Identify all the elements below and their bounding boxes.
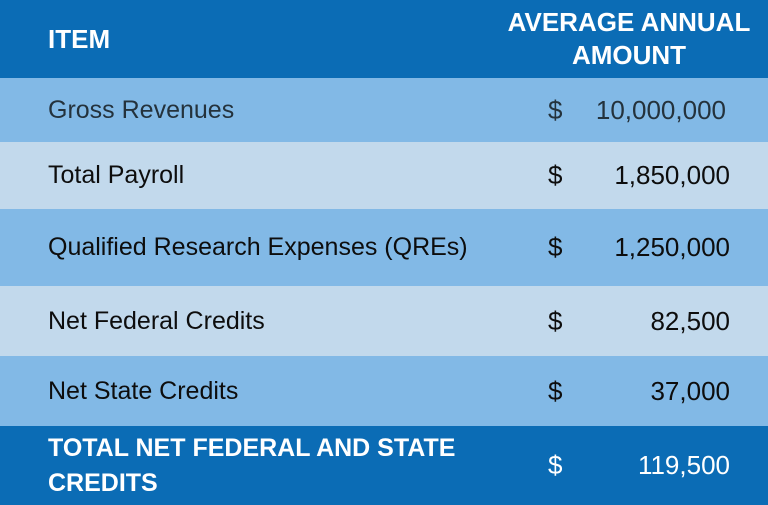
header-amount-label: AVERAGE ANNUAL AMOUNT: [507, 7, 751, 70]
row-amount: 82,500: [650, 305, 730, 336]
row-item: Total Payroll: [48, 161, 185, 189]
row-currency: $: [548, 305, 563, 336]
row-currency: $: [548, 94, 563, 125]
total-item: TOTAL NET FEDERAL AND STATE CREDITS: [48, 433, 456, 497]
row-amount: 10,000,000: [595, 94, 726, 125]
total-row: TOTAL NET FEDERAL AND STATE CREDITS $ 11…: [0, 426, 768, 505]
table-row: Gross Revenues $ 10,000,000: [0, 78, 768, 142]
row-item: Net State Credits: [48, 376, 239, 405]
table-row: Net State Credits $ 37,000: [0, 356, 768, 426]
row-currency: $: [548, 375, 563, 406]
total-currency: $: [548, 450, 563, 480]
row-item: Net Federal Credits: [48, 306, 265, 335]
header-item-label: ITEM: [48, 23, 111, 54]
row-amount: 37,000: [650, 375, 730, 406]
row-item: Gross Revenues: [48, 95, 235, 124]
total-amount: 119,500: [637, 450, 730, 480]
row-currency: $: [548, 232, 563, 262]
table-header: ITEM AVERAGE ANNUAL AMOUNT: [0, 0, 768, 78]
row-amount: 1,250,000: [614, 232, 730, 262]
table-row: Net Federal Credits $ 82,500: [0, 286, 768, 356]
row-amount: 1,850,000: [614, 160, 730, 190]
row-item: Qualified Research Expenses (QREs): [48, 233, 468, 261]
row-currency: $: [548, 160, 563, 190]
table-row: Qualified Research Expenses (QREs) $ 1,2…: [0, 209, 768, 286]
table-row: Total Payroll $ 1,850,000: [0, 142, 768, 209]
